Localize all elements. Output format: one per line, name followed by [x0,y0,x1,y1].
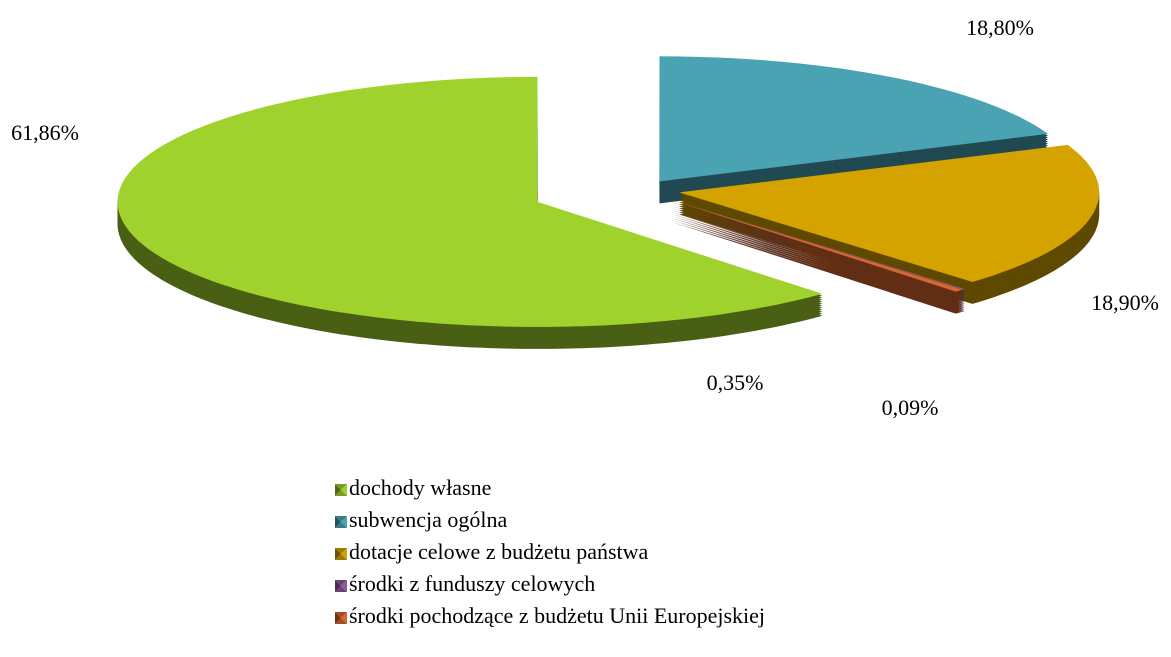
legend-swatch [335,580,341,592]
legend-swatch [335,484,347,490]
legend-swatch [335,516,347,522]
slice-side [670,211,963,304]
legend-swatch [335,612,341,624]
legend-label: środki pochodzące z budżetu Unii Europej… [349,603,765,628]
legend-swatch [341,516,347,528]
pie-tops [117,56,1100,327]
legend-swatch [335,548,341,560]
legend-swatch [335,580,347,586]
legend-label: dochody własne [349,475,491,500]
slice [659,56,1048,182]
data-label: 0,35% [707,370,764,395]
slice-side [670,209,963,302]
legend-swatch [335,554,347,560]
data-label: 18,90% [1091,290,1159,315]
legend-swatch [335,612,347,618]
legend-swatch [335,522,347,528]
slice-side [670,215,963,308]
legend-swatch [341,548,347,560]
legend-label: dotacje celowe z budżetu państwa [349,539,649,564]
data-label: 61,86% [11,120,79,145]
slice [117,76,823,327]
slice [671,199,965,290]
legend-swatch [335,548,347,554]
legend-swatch [335,586,347,592]
legend-label: środki z funduszy celowych [349,571,595,596]
slice-side [670,219,963,312]
slice-side [670,221,963,314]
slice-side [670,217,963,310]
slice-side [670,205,963,298]
legend-swatch [335,490,347,496]
slice-side [670,203,963,296]
slice-side [670,201,963,294]
legend-swatch [341,612,347,624]
legend-label: subwencja ogólna [349,507,507,532]
legend-swatch [335,516,341,528]
legend-swatch [341,484,347,496]
slice-side [670,207,963,300]
slice-side [670,213,963,306]
data-label: 0,09% [882,395,939,420]
legend-swatch [341,580,347,592]
data-label: 18,80% [966,15,1034,40]
slice [670,199,963,292]
legend-swatch [335,484,341,496]
legend-swatch [335,618,347,624]
slice [679,144,1100,282]
